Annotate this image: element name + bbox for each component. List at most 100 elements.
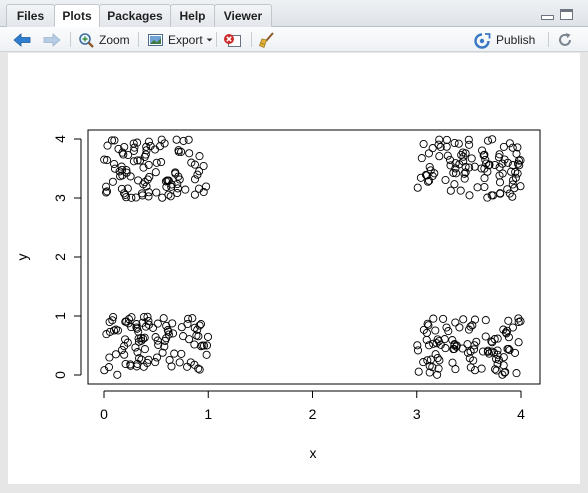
data-point xyxy=(465,354,474,363)
data-point xyxy=(500,368,509,377)
data-point xyxy=(175,358,184,367)
data-point xyxy=(493,359,502,368)
data-point xyxy=(498,370,507,379)
data-point xyxy=(120,350,129,359)
data-point xyxy=(159,314,168,323)
data-point xyxy=(505,139,514,148)
data-point xyxy=(461,168,470,177)
data-point xyxy=(131,343,140,352)
data-point xyxy=(514,314,523,323)
data-point xyxy=(172,135,181,144)
data-point xyxy=(174,172,183,181)
minimize-pane-button[interactable] xyxy=(540,7,555,21)
tab-files[interactable]: Files xyxy=(6,4,55,27)
pane-tab-bar: Files Plots Packages Help Viewer xyxy=(0,0,588,27)
remove-plot-button[interactable] xyxy=(223,30,243,50)
data-point xyxy=(133,156,142,165)
y-axis: 0 1 2 3 4 xyxy=(52,135,82,379)
data-point xyxy=(120,189,129,198)
data-point xyxy=(419,139,428,149)
back-button[interactable] xyxy=(12,30,32,50)
data-point xyxy=(422,328,431,337)
data-point xyxy=(465,191,474,200)
data-point xyxy=(461,162,470,171)
data-point xyxy=(174,147,183,156)
data-point xyxy=(445,155,455,164)
publish-button[interactable]: Publish xyxy=(473,30,535,50)
data-point xyxy=(118,165,127,174)
tab-packages[interactable]: Packages xyxy=(99,4,171,27)
data-point xyxy=(493,334,502,343)
data-point xyxy=(512,149,521,158)
y-tick-label: 0 xyxy=(52,371,68,379)
data-point xyxy=(168,329,178,338)
tab-help[interactable]: Help xyxy=(170,4,215,27)
data-point xyxy=(148,323,158,332)
data-point xyxy=(117,162,126,171)
forward-button[interactable] xyxy=(42,30,62,50)
data-point xyxy=(434,337,443,346)
data-point xyxy=(432,339,441,348)
data-point xyxy=(422,171,431,180)
data-point xyxy=(153,319,162,328)
data-point xyxy=(483,136,493,145)
data-point xyxy=(152,353,162,362)
data-point xyxy=(493,350,502,359)
data-point xyxy=(102,187,112,196)
export-menu-button[interactable]: Export xyxy=(147,30,214,50)
tab-plots[interactable]: Plots xyxy=(54,4,100,27)
plots-toolbar: Zoom Export xyxy=(0,27,588,52)
data-point xyxy=(199,187,208,197)
data-point xyxy=(114,144,123,153)
data-point xyxy=(466,363,475,372)
x-tick-label: 3 xyxy=(413,406,421,422)
data-point xyxy=(501,367,510,377)
data-point xyxy=(126,361,135,370)
data-point xyxy=(434,140,443,149)
data-point xyxy=(417,154,426,163)
data-point xyxy=(160,139,169,148)
toolbar-separator xyxy=(548,32,549,47)
data-point xyxy=(490,160,499,170)
refresh-plot-button[interactable] xyxy=(556,30,574,50)
data-point xyxy=(481,332,490,341)
data-point xyxy=(480,174,489,183)
data-point xyxy=(110,159,119,169)
data-point xyxy=(449,345,458,354)
data-point xyxy=(478,347,488,356)
x-tick-label: 0 xyxy=(100,406,108,422)
x-axis: 0 1 2 3 4 xyxy=(100,390,525,422)
data-point xyxy=(459,152,468,161)
data-point xyxy=(108,316,117,325)
data-point xyxy=(183,362,192,371)
zoom-label: Zoom xyxy=(99,33,130,47)
maximize-icon xyxy=(560,9,573,20)
data-point xyxy=(448,358,457,367)
data-point xyxy=(113,326,123,335)
data-point xyxy=(439,314,448,323)
data-point xyxy=(481,155,490,164)
export-image-icon xyxy=(148,34,163,46)
data-point xyxy=(511,167,520,177)
data-point xyxy=(170,349,179,358)
data-point xyxy=(134,176,143,185)
data-point xyxy=(181,185,190,194)
y-axis-label: y xyxy=(14,254,30,261)
tab-viewer[interactable]: Viewer xyxy=(214,4,272,27)
data-point xyxy=(510,348,520,357)
data-point xyxy=(109,326,119,335)
zoom-button[interactable]: Zoom xyxy=(78,30,130,50)
data-point xyxy=(152,188,161,197)
data-point xyxy=(495,178,505,187)
data-point xyxy=(459,315,468,324)
x-tick-label: 1 xyxy=(204,406,212,422)
maximize-pane-button[interactable] xyxy=(559,7,574,21)
data-point xyxy=(119,150,128,159)
data-point xyxy=(167,182,176,191)
data-point xyxy=(424,321,433,330)
data-point xyxy=(123,338,132,347)
data-point xyxy=(124,319,133,328)
data-point xyxy=(499,142,508,151)
scatter-plot: 0 1 2 3 4 0 1 2 3 4 x y xyxy=(14,129,541,461)
clear-plots-button[interactable] xyxy=(258,30,276,50)
